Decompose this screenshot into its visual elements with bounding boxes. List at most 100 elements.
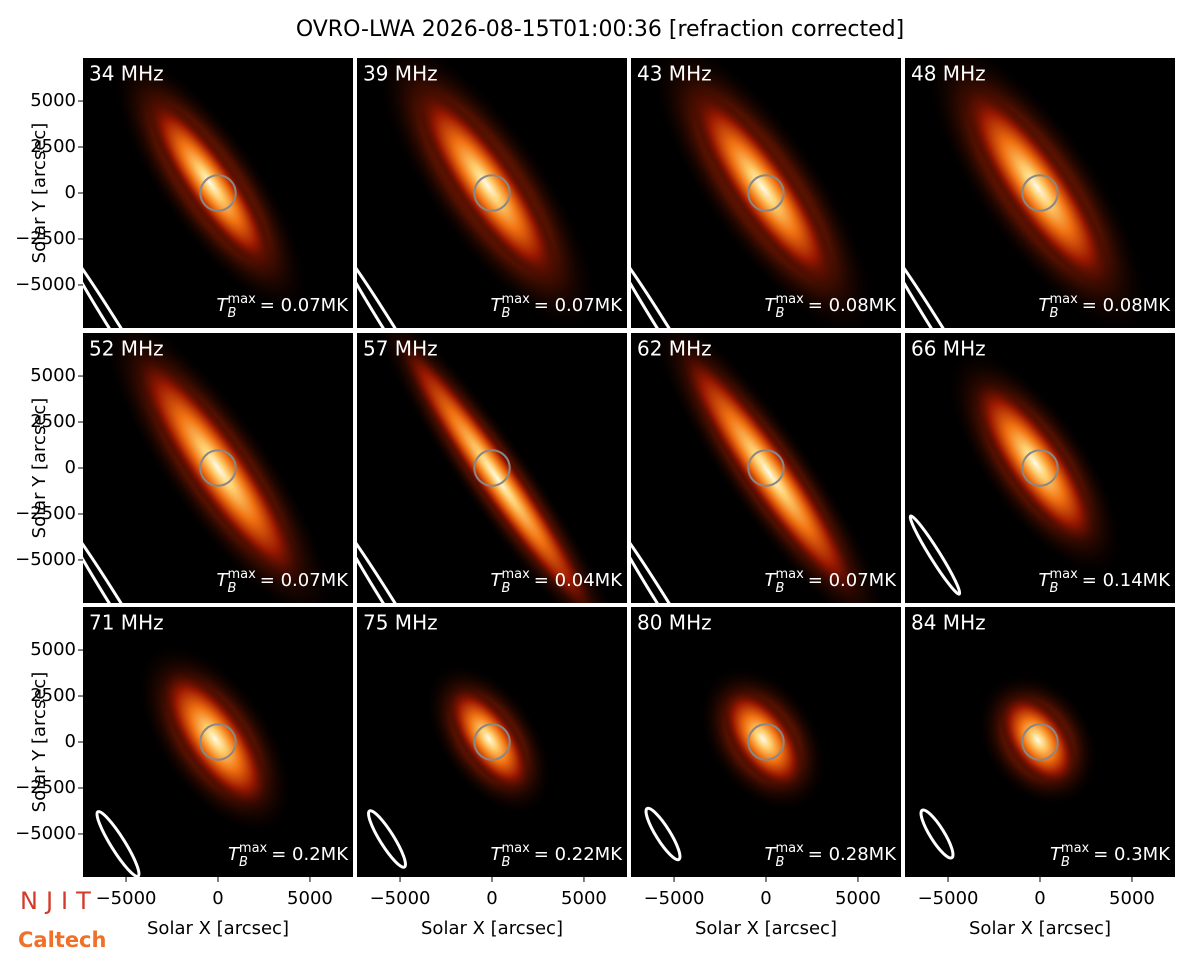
beam xyxy=(631,241,718,328)
title: OVRO-LWA 2026-08-15T01:00:36 [refraction… xyxy=(296,17,904,42)
x-axis-label: Solar X [arcsec] xyxy=(695,918,837,939)
tb-max-label: TBmax = 0.2MK xyxy=(228,841,349,870)
tb-sup: max xyxy=(501,292,530,307)
frequency-label: 48 MHz xyxy=(911,62,986,86)
x-tick-label: −5000 xyxy=(644,888,705,909)
tb-max-label: TBmax = 0.3MK xyxy=(1050,841,1171,870)
tb-symbol: T xyxy=(491,570,504,591)
tb-max-label: TBmax = 0.07MK xyxy=(765,567,898,596)
y-axis-label: Solar Y [arcsec] xyxy=(29,123,50,264)
emission xyxy=(134,352,302,584)
tb-sub: B xyxy=(776,306,785,321)
y-tick-label: 2500 xyxy=(30,136,76,157)
panel-image xyxy=(631,333,901,603)
solar-disk xyxy=(199,723,237,761)
x-tick-label: 5000 xyxy=(287,888,333,909)
solar-disk xyxy=(473,174,511,212)
y-tick-label: 5000 xyxy=(30,639,76,660)
panel-image xyxy=(357,333,627,603)
solar-disk xyxy=(473,449,511,487)
tb-max-label: TBmax = 0.22MK xyxy=(491,841,624,870)
beam xyxy=(905,241,992,328)
tb-symbol: T xyxy=(1039,295,1052,316)
tb-sup: max xyxy=(1049,292,1078,307)
frequency-label: 52 MHz xyxy=(89,337,164,361)
tb-sub: B xyxy=(1050,581,1059,596)
logo-caltech: Caltech xyxy=(18,928,106,952)
beam xyxy=(919,808,955,860)
panel: 39 MHz TBmax = 0.07MK xyxy=(357,58,627,328)
x-tick-label: −5000 xyxy=(370,888,431,909)
tb-sup: max xyxy=(1049,567,1078,582)
emission xyxy=(447,685,531,793)
emission xyxy=(721,688,805,790)
emission xyxy=(972,379,1098,547)
tb-symbol: T xyxy=(491,295,504,316)
tb-value: = 0.14MK xyxy=(1082,570,1171,591)
emission xyxy=(146,95,274,271)
panel-image xyxy=(905,58,1175,328)
solar-disk xyxy=(473,723,511,761)
y-tick-label: −2500 xyxy=(15,228,76,249)
frequency-label: 80 MHz xyxy=(637,611,712,635)
beam xyxy=(631,516,718,603)
tb-value: = 0.04MK xyxy=(534,570,623,591)
beam xyxy=(357,241,444,328)
tb-sub: B xyxy=(502,581,511,596)
y-tick-label: −5000 xyxy=(15,823,76,844)
frequency-label: 34 MHz xyxy=(89,62,164,86)
tb-value: = 0.07MK xyxy=(260,570,349,591)
tb-value: = 0.28MK xyxy=(808,844,897,865)
tb-sub: B xyxy=(502,306,511,321)
panel-image xyxy=(631,607,901,877)
panel: 34 MHz TBmax = 0.07MK −5000 −2500 0 2500 5000 So… xyxy=(15,58,353,328)
tb-sup: max xyxy=(239,841,268,856)
x-tick-label: 0 xyxy=(486,888,497,909)
tb-max-label: TBmax = 0.07MK xyxy=(217,292,350,321)
solar-disk xyxy=(747,723,785,761)
x-tick-label: −5000 xyxy=(918,888,979,909)
tb-symbol: T xyxy=(217,570,230,591)
frequency-label: 75 MHz xyxy=(363,611,438,635)
frequency-label: 39 MHz xyxy=(363,62,438,86)
emission xyxy=(962,85,1112,289)
tb-value: = 0.3MK xyxy=(1093,844,1171,865)
y-tick-label: 2500 xyxy=(30,411,76,432)
frequency-label: 66 MHz xyxy=(911,337,986,361)
tb-symbol: T xyxy=(1039,570,1052,591)
tb-symbol: T xyxy=(491,844,504,865)
tb-symbol: T xyxy=(765,570,778,591)
panel-image xyxy=(357,58,627,328)
tb-sup: max xyxy=(1061,841,1090,856)
tb-value: = 0.08MK xyxy=(1082,295,1171,316)
panel: 71 MHz TBmax = 0.2MK −5000 −2500 0 2500 5000 Sol… xyxy=(15,607,353,939)
tb-max-label: TBmax = 0.04MK xyxy=(491,567,624,596)
panel-image xyxy=(83,607,353,877)
panel-image xyxy=(83,58,353,328)
x-tick-label: −5000 xyxy=(96,888,157,909)
tb-sub: B xyxy=(1050,306,1059,321)
panel: 62 MHz TBmax = 0.07MK xyxy=(631,333,901,603)
beam xyxy=(908,514,962,596)
y-tick-label: 0 xyxy=(65,731,76,752)
tb-symbol: T xyxy=(765,844,778,865)
tb-sup: max xyxy=(501,841,530,856)
x-axis-label: Solar X [arcsec] xyxy=(147,918,289,939)
x-tick-label: 5000 xyxy=(561,888,607,909)
tb-sup: max xyxy=(227,292,256,307)
y-tick-label: −5000 xyxy=(15,274,76,295)
panel: 80 MHz TBmax = 0.28MK −5000 0 5000 Solar X [ar… xyxy=(631,607,901,939)
emission xyxy=(161,669,269,809)
tb-sub: B xyxy=(228,306,237,321)
tb-symbol: T xyxy=(228,844,241,865)
solar-disk xyxy=(747,174,785,212)
y-tick-label: 5000 xyxy=(30,90,76,111)
tb-max-label: TBmax = 0.07MK xyxy=(491,292,624,321)
tb-sub: B xyxy=(228,581,237,596)
emission xyxy=(689,88,837,288)
tb-value: = 0.07MK xyxy=(808,570,897,591)
tb-sup: max xyxy=(227,567,256,582)
tb-sub: B xyxy=(776,855,785,870)
y-tick-label: −2500 xyxy=(15,777,76,798)
